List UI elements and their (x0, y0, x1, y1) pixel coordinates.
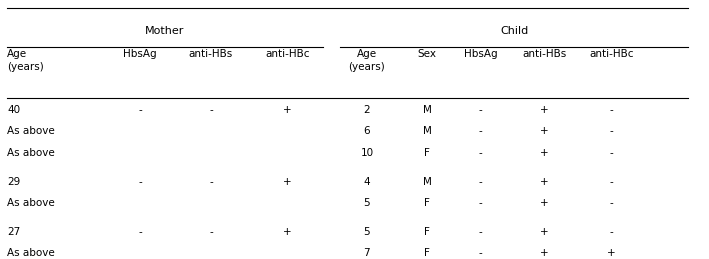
Text: +: + (540, 126, 549, 136)
Text: +: + (540, 105, 549, 115)
Text: 7: 7 (364, 248, 370, 258)
Text: 10: 10 (360, 148, 374, 158)
Text: Age
(years): Age (years) (7, 49, 44, 71)
Text: 40: 40 (7, 105, 21, 115)
Text: -: - (610, 227, 613, 237)
Text: -: - (479, 227, 482, 237)
Text: As above: As above (7, 248, 55, 258)
Text: -: - (209, 177, 213, 187)
Text: -: - (479, 248, 482, 258)
Text: 27: 27 (7, 227, 21, 237)
Text: +: + (540, 227, 549, 237)
Text: F: F (424, 148, 430, 158)
Text: -: - (209, 227, 213, 237)
Text: +: + (540, 248, 549, 258)
Text: -: - (610, 148, 613, 158)
Text: F: F (424, 248, 430, 258)
Text: -: - (209, 105, 213, 115)
Text: +: + (607, 248, 616, 258)
Text: Age
(years): Age (years) (349, 49, 385, 71)
Text: -: - (479, 177, 482, 187)
Text: -: - (138, 105, 142, 115)
Text: +: + (540, 198, 549, 208)
Text: HbsAg: HbsAg (123, 49, 157, 59)
Text: anti-HBs: anti-HBs (522, 49, 566, 59)
Text: +: + (283, 177, 291, 187)
Text: Sex: Sex (418, 49, 437, 59)
Text: M: M (423, 177, 432, 187)
Text: -: - (610, 177, 613, 187)
Text: -: - (479, 148, 482, 158)
Text: anti-HBc: anti-HBc (589, 49, 634, 59)
Text: 6: 6 (364, 126, 370, 136)
Text: 29: 29 (7, 177, 21, 187)
Text: +: + (283, 227, 291, 237)
Text: -: - (138, 227, 142, 237)
Text: 4: 4 (364, 177, 370, 187)
Text: +: + (283, 105, 291, 115)
Text: +: + (540, 148, 549, 158)
Text: anti-HBc: anti-HBc (265, 49, 309, 59)
Text: -: - (138, 177, 142, 187)
Text: HbsAg: HbsAg (464, 49, 497, 59)
Text: -: - (479, 105, 482, 115)
Text: As above: As above (7, 126, 55, 136)
Text: As above: As above (7, 198, 55, 208)
Text: M: M (423, 126, 432, 136)
Text: -: - (479, 126, 482, 136)
Text: -: - (610, 198, 613, 208)
Text: -: - (610, 105, 613, 115)
Text: +: + (540, 177, 549, 187)
Text: F: F (424, 198, 430, 208)
Text: F: F (424, 227, 430, 237)
Text: 5: 5 (364, 198, 370, 208)
Text: Child: Child (500, 26, 528, 36)
Text: anti-HBs: anti-HBs (189, 49, 233, 59)
Text: -: - (479, 198, 482, 208)
Text: M: M (423, 105, 432, 115)
Text: 5: 5 (364, 227, 370, 237)
Text: Mother: Mother (145, 26, 184, 36)
Text: -: - (610, 126, 613, 136)
Text: 2: 2 (364, 105, 370, 115)
Text: As above: As above (7, 148, 55, 158)
